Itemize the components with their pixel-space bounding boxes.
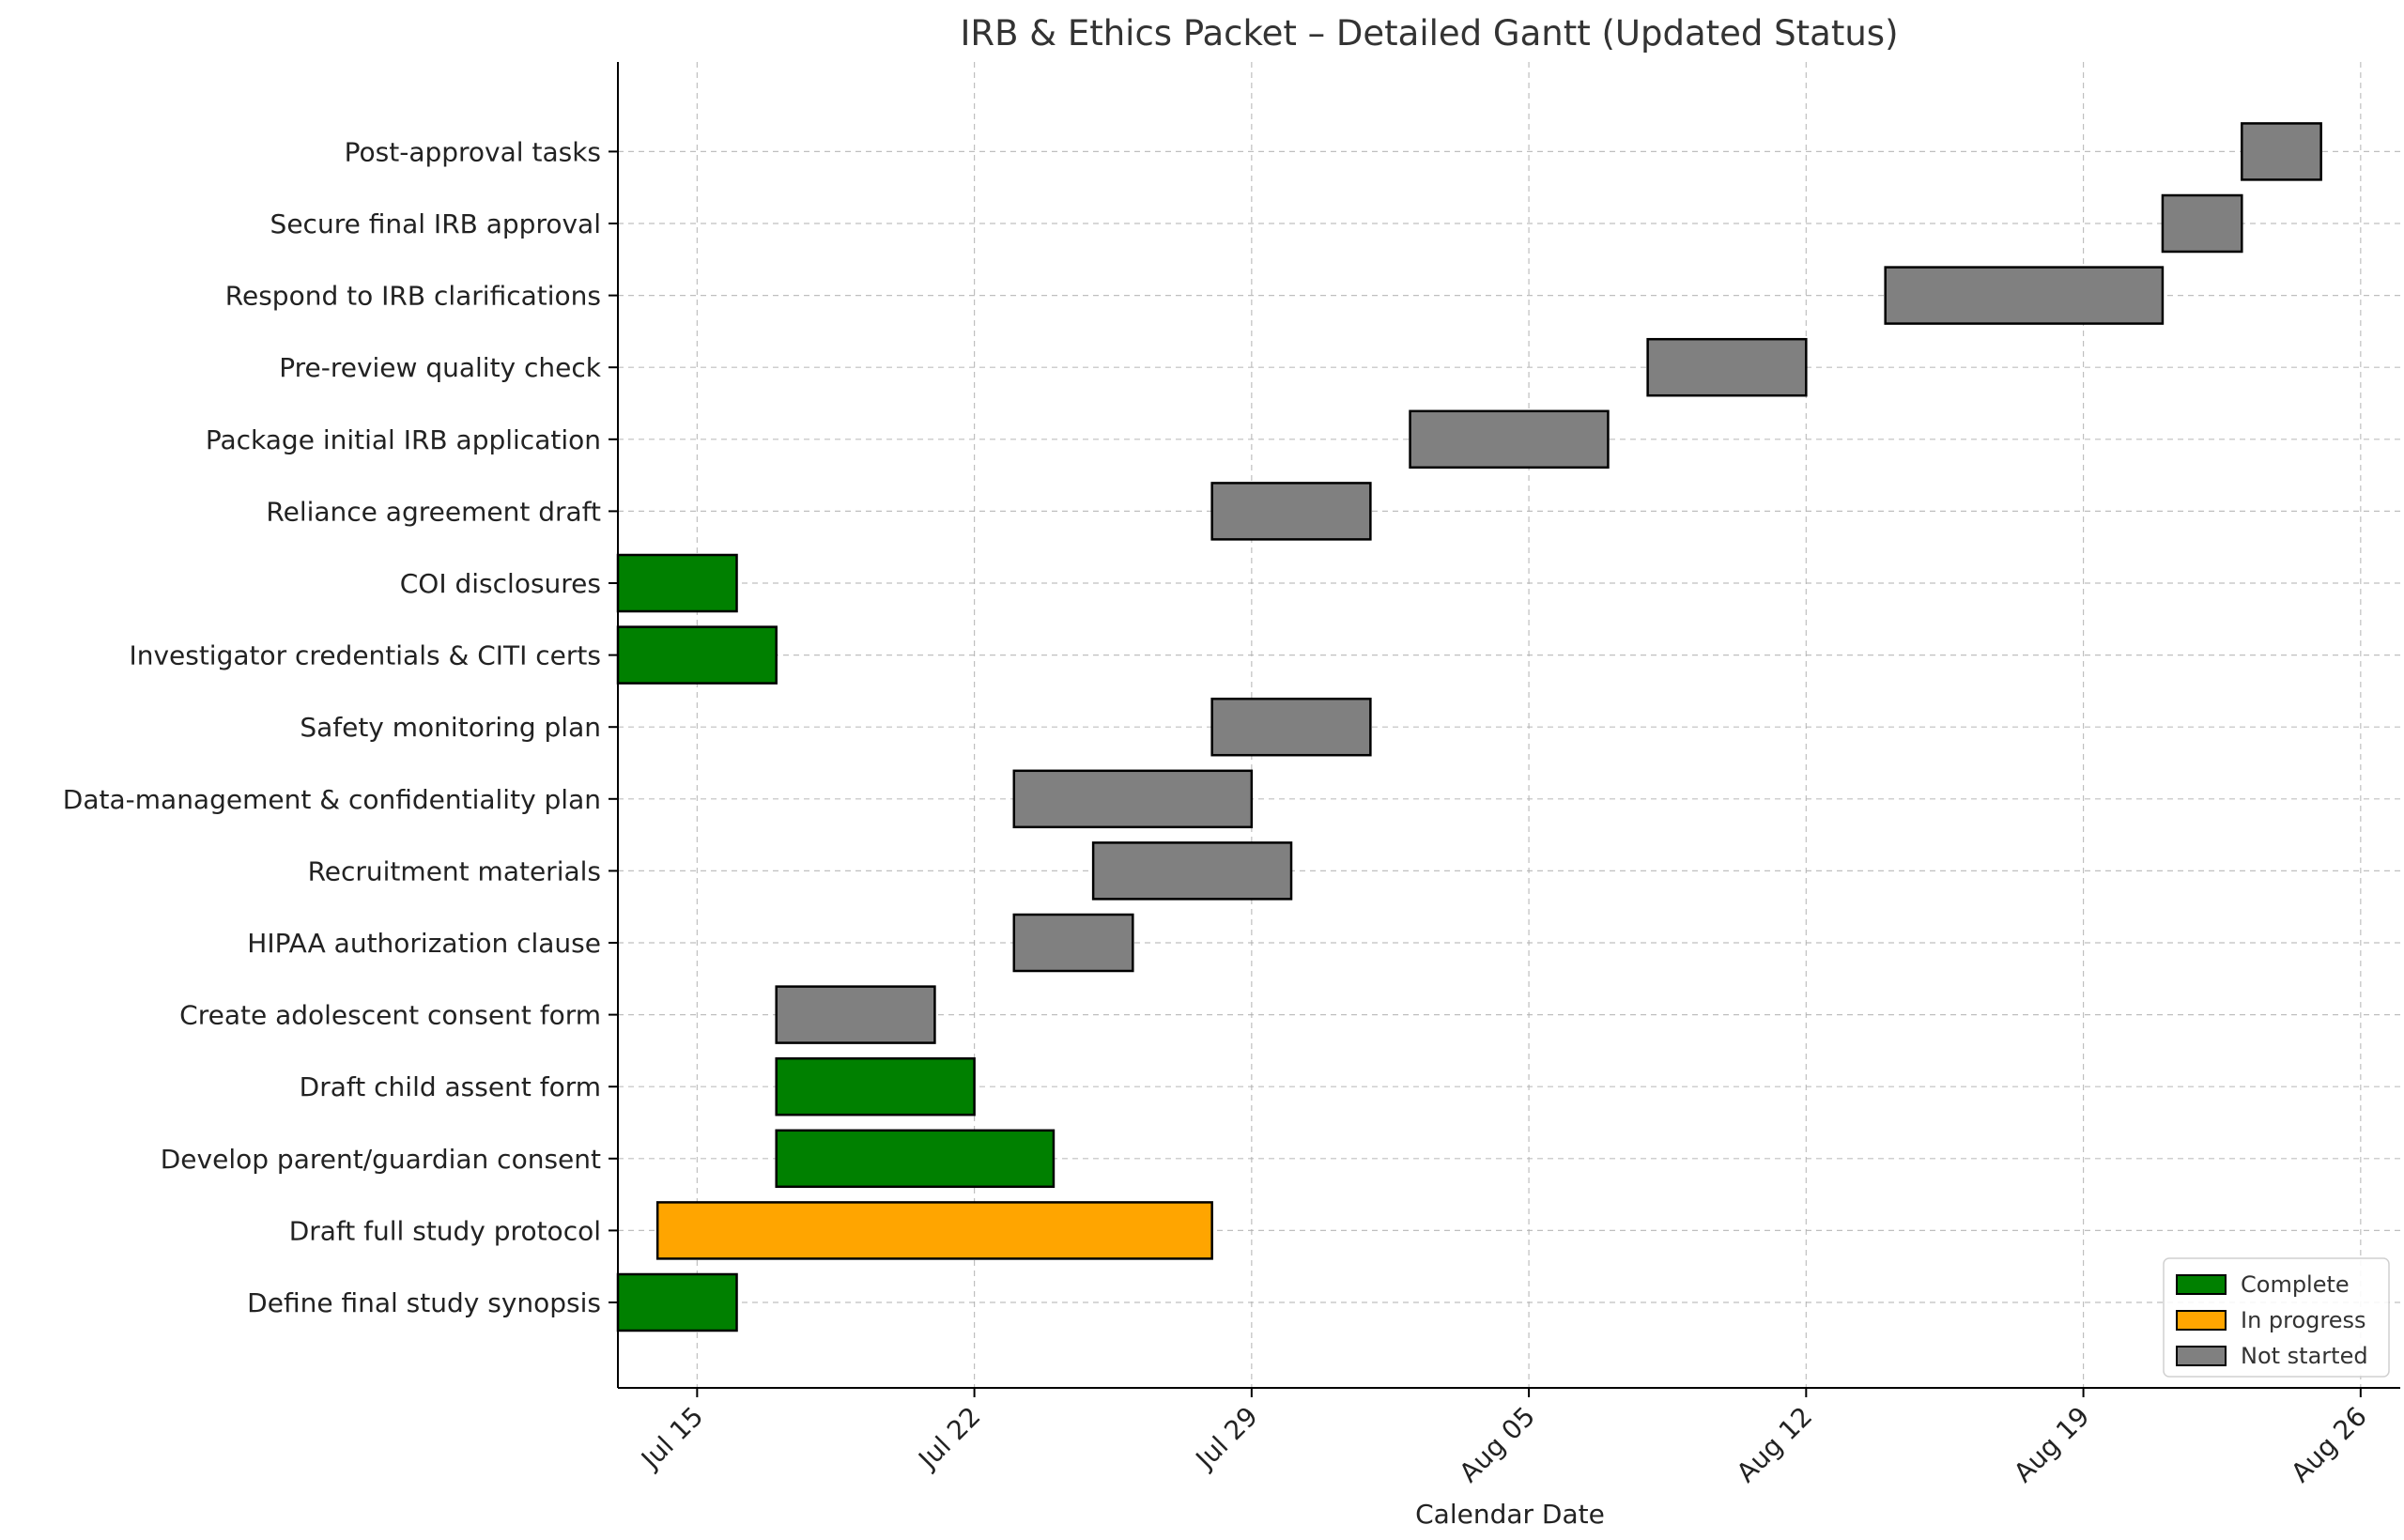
gantt-bar: [775, 985, 936, 1044]
legend-swatch: [2176, 1346, 2227, 1366]
gantt-bar: [775, 1056, 976, 1116]
legend-swatch: [2176, 1310, 2227, 1331]
gantt-bar: [2241, 122, 2322, 181]
y-tick-label: Define final study synopsis: [247, 1287, 601, 1318]
gantt-bar: [1210, 697, 1372, 757]
gantt-bar: [616, 625, 778, 685]
gantt-bar: [775, 1129, 1056, 1189]
y-tick-label: Post-approval tasks: [345, 136, 601, 167]
gantt-bar: [616, 553, 738, 613]
y-tick-label: Develop parent/guardian consent: [161, 1144, 601, 1175]
gantt-bar: [1646, 337, 1808, 397]
x-tick-labels: Jul 15 Jul 22 Jul 29 Aug 05 Aug 12 Aug 19 Aug …: [634, 1401, 2373, 1488]
y-tick-label: Data-management & confidentiality plan: [63, 784, 601, 815]
y-tick-label: Create adolescent consent form: [179, 1000, 601, 1031]
chart-title: IRB & Ethics Packet – Detailed Gantt (Up…: [960, 13, 1898, 54]
legend-label: Not started: [2241, 1343, 2368, 1369]
gantt-bar: [1012, 769, 1254, 829]
bars-layer: [616, 122, 2322, 1332]
gantt-bar: [2161, 193, 2243, 254]
y-tick-label: Draft child assent form: [300, 1071, 601, 1102]
y-tick-label: COI disclosures: [400, 568, 601, 599]
y-tick-label: HIPAA authorization clause: [247, 928, 601, 959]
y-tick-label: Investigator credentials & CITI certs: [129, 640, 601, 671]
gantt-bar: [655, 1201, 1213, 1260]
y-tick-label: Respond to IRB clarifications: [225, 281, 601, 312]
x-tick-label: Aug 26: [2285, 1401, 2372, 1488]
gantt-bar: [1409, 409, 1610, 470]
x-tick-label: Aug 19: [2008, 1401, 2095, 1488]
gantt-bar: [1210, 482, 1372, 541]
gantt-bar: [1884, 266, 2165, 325]
legend: Complete In progress Not started: [2163, 1257, 2390, 1378]
y-tick-label: Pre-review quality check: [279, 352, 602, 383]
x-tick-label: Aug 12: [1731, 1401, 1818, 1488]
y-tick-label: Reliance agreement draft: [266, 496, 601, 527]
y-tick-label: Secure final IRB approval: [270, 208, 601, 239]
gantt-bar: [616, 1272, 738, 1332]
x-tick-label: Aug 05: [1454, 1401, 1541, 1488]
y-tick-label: Recruitment materials: [308, 855, 601, 886]
y-tick-label: Draft full study protocol: [289, 1215, 601, 1246]
y-tick-label: Safety monitoring plan: [300, 712, 601, 743]
legend-label: In progress: [2241, 1307, 2366, 1333]
y-tick-label: Package initial IRB application: [206, 424, 601, 455]
y-tick-labels: Define final study synopsis Draft full st…: [63, 136, 602, 1318]
gantt-bar: [1012, 913, 1134, 973]
x-tick-label: Jul 22: [911, 1401, 986, 1476]
axes-layer: [609, 62, 2400, 1397]
x-axis-label: Calendar Date: [1415, 1499, 1605, 1530]
gantt-bar: [1091, 841, 1293, 901]
x-tick-label: Jul 29: [1189, 1401, 1264, 1476]
grid-layer: [618, 62, 2400, 1388]
legend-label: Complete: [2241, 1271, 2350, 1298]
x-tick-label: Jul 15: [634, 1401, 709, 1476]
legend-swatch: [2176, 1274, 2227, 1295]
